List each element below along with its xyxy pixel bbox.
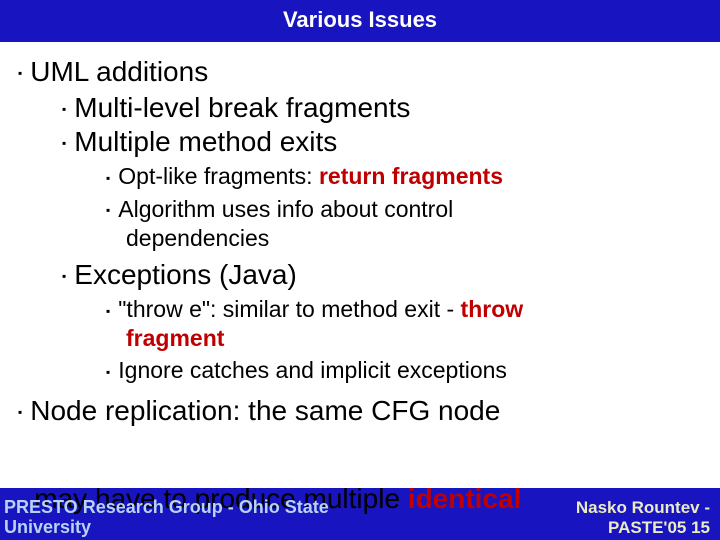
bullet-multiple-method-exits: ▪ Multiple method exits <box>62 125 702 159</box>
bullet-ignore-catches: ▪ Ignore catches and implicit exceptions <box>106 356 702 385</box>
bullet-icon: ▪ <box>62 136 66 150</box>
bullet-algorithm-deps-line2: dependencies <box>126 224 702 252</box>
bullet-icon: ▪ <box>62 102 66 116</box>
footer-left-line1: PRESTO Research Group - Ohio State <box>4 497 329 518</box>
footer-right-line1: Nasko Rountev - <box>576 498 710 518</box>
bullet-algorithm-deps-line1: ▪ Algorithm uses info about control <box>106 195 702 224</box>
bullet-multi-level-break: ▪ Multi-level break fragments <box>62 91 702 125</box>
bullet-icon: ▪ <box>106 171 110 186</box>
footer-right-line2: PASTE'05 15 <box>608 518 710 538</box>
highlight-throw: throw <box>461 296 524 322</box>
footer-left-line2: University <box>4 517 91 538</box>
bullet-text: Multi-level break fragments <box>74 92 410 123</box>
bullet-text-pre: Opt-like fragments: <box>118 163 319 189</box>
bullet-throw-e-line2: fragment <box>126 324 702 352</box>
bullet-uml-additions: ▪ UML additions <box>18 54 702 89</box>
highlight-identical: identical <box>408 483 522 514</box>
highlight-fragment: fragment <box>126 325 224 351</box>
highlight-return-fragments: return fragments <box>319 163 503 189</box>
bullet-text: dependencies <box>126 225 269 251</box>
bullet-text: Multiple method exits <box>74 126 337 157</box>
bullet-text: Algorithm uses info about control <box>118 196 453 222</box>
bullet-text: Node replication: the same CFG node <box>30 395 500 426</box>
bullet-icon: ▪ <box>18 405 22 420</box>
bullet-icon: ▪ <box>106 365 110 380</box>
slide-body: ▪ UML additions ▪ Multi-level break fragme… <box>0 42 720 428</box>
bullet-node-replication-line1: ▪ Node replication: the same CFG node <box>18 393 702 428</box>
bullet-throw-e-line1: ▪ "throw e": similar to method exit - thr… <box>106 295 702 324</box>
bullet-text: Ignore catches and implicit exceptions <box>118 357 507 383</box>
bullet-icon: ▪ <box>106 304 110 319</box>
slide: Various Issues ▪ UML additions ▪ Multi-lev… <box>0 0 720 540</box>
bullet-text: Exceptions (Java) <box>74 259 297 290</box>
bullet-exceptions-java: ▪ Exceptions (Java) <box>62 258 702 292</box>
bullet-text-pre: "throw e": similar to method exit - <box>118 296 460 322</box>
bullet-icon: ▪ <box>106 203 110 218</box>
bullet-opt-like-fragments: ▪ Opt-like fragments: return fragments <box>106 162 702 191</box>
bullet-text: UML additions <box>30 56 208 87</box>
bullet-icon: ▪ <box>62 269 66 283</box>
bullet-icon: ▪ <box>18 66 22 81</box>
slide-title: Various Issues <box>0 0 720 42</box>
